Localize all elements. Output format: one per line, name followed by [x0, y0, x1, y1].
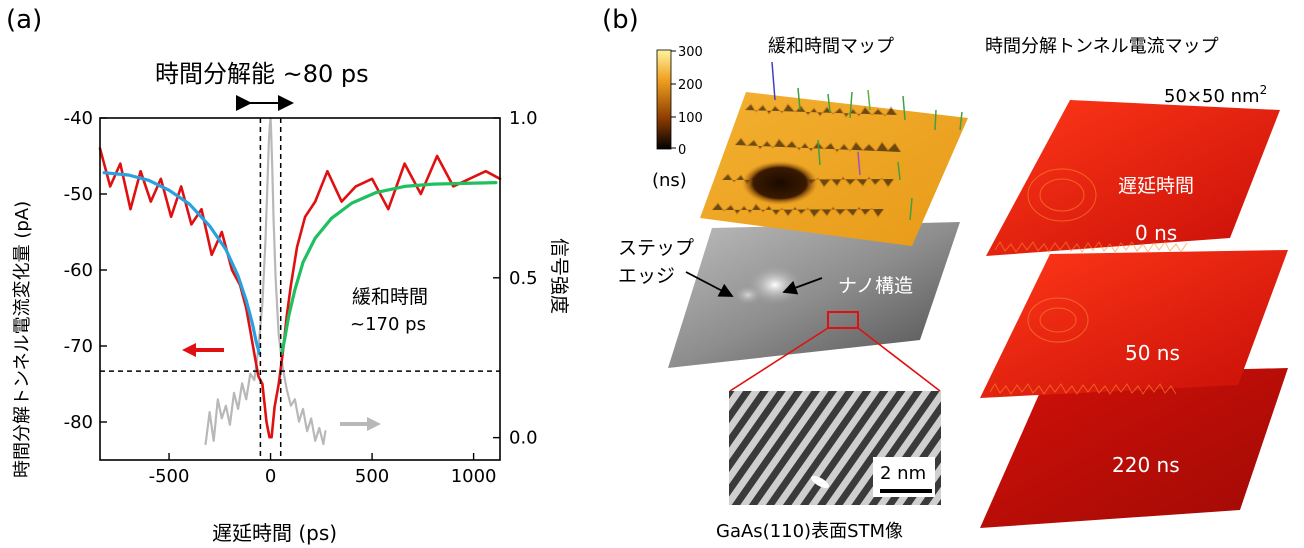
y-tick-label-left: -70: [64, 336, 93, 357]
size-label: 50×50 nm2: [1164, 83, 1267, 107]
delay-220ns: 220 ns: [1112, 453, 1180, 477]
zoom-line-right: [857, 327, 941, 392]
current-map-title: 時間分解トンネル電流マップ: [985, 36, 1219, 57]
colorbar-tick-100: 100: [678, 111, 703, 126]
nano-structure-arrow: [782, 277, 823, 295]
y-tick-label-right: 0.5: [509, 268, 538, 289]
stm-inset-defect: [811, 475, 829, 489]
zoom-box: [827, 311, 859, 329]
chart-frame: [99, 117, 501, 461]
panel-a-label: (a): [6, 5, 42, 35]
colorbar-tick-200: 200: [678, 78, 703, 93]
scale-bar-label: 2 nm: [880, 463, 926, 484]
y-tick-label-left: -40: [64, 108, 93, 129]
delay-title: 遅延時間: [1118, 175, 1194, 197]
y-tick-label-left: -80: [64, 412, 93, 433]
x-tick-label: 0: [265, 466, 276, 487]
x-tick-label: 500: [355, 466, 389, 487]
colorbar-tick-300: 300: [678, 45, 703, 60]
y-tick-label-right: 1.0: [509, 108, 538, 129]
x-axis-label: 遅延時間 (ps): [212, 521, 337, 545]
resolution-label: 時間分解能 ~80 ps: [155, 60, 369, 88]
right-axis-arrow: [340, 417, 381, 431]
step-edge-arrow: [685, 271, 734, 297]
stm-topography-map: [668, 222, 960, 368]
step-edge-label-line1: ステップ: [618, 237, 694, 259]
relax-map-spikes: [771, 61, 963, 221]
relax-map-title: 緩和時間マップ: [768, 36, 894, 57]
x-tick-label: 1000: [451, 466, 497, 487]
chart-plot-area: -500 0 500 1000 -40 -50 -60 -70 -80 1.0 0.5 0.0: [64, 108, 538, 487]
delay-0ns: 0 ns: [1135, 221, 1177, 245]
relax-label: 緩和時間: [352, 286, 428, 308]
delay-50ns: 50 ns: [1125, 341, 1180, 365]
size-label-text: 50×50 nm: [1164, 86, 1260, 107]
stm-caption: GaAs(110)表面STM像: [716, 521, 903, 542]
y-tick-label-left: -60: [64, 260, 93, 281]
x-tick-label: -500: [149, 466, 190, 487]
colorbar: [656, 49, 672, 150]
size-label-exponent: 2: [1260, 83, 1268, 97]
colorbar-ticks: [671, 50, 676, 149]
y-axis-left-label: 時間分解トンネル電流変化量 (pA): [12, 201, 33, 478]
series-line-0: [98, 147, 502, 439]
nano-structure-label: ナノ構造: [838, 275, 913, 297]
current-map-220ns: [980, 368, 1288, 528]
series-line-1: [102, 171, 261, 356]
y-tick-label-left: -50: [64, 184, 93, 205]
y-axis-right-label: 信号強度: [548, 238, 570, 314]
step-edge-blob: [734, 285, 762, 305]
colorbar-tick-0: 0: [678, 143, 686, 158]
current-map-texture: [989, 168, 1188, 395]
y-tick-label-right: 0.0: [509, 428, 538, 449]
left-axis-arrow: [182, 343, 224, 357]
relax-value: ~170 ps: [350, 314, 426, 335]
series-line-3: [204, 116, 327, 446]
series-line-2: [280, 181, 498, 356]
colorbar-unit: (ns): [652, 170, 687, 191]
zoom-line-left: [729, 327, 829, 392]
current-map-50ns: [980, 250, 1288, 398]
panel-b-label: (b): [602, 5, 639, 35]
current-map-0ns: [986, 100, 1280, 256]
relax-map-dark-region: [742, 161, 818, 205]
step-edge-label-line2: エッジ: [618, 265, 675, 287]
